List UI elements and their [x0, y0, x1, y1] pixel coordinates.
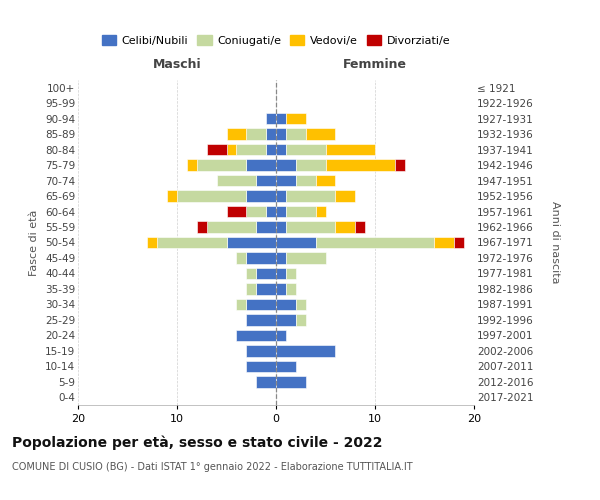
Bar — [197, 221, 206, 233]
Bar — [316, 236, 434, 248]
Text: COMUNE DI CUSIO (BG) - Dati ISTAT 1° gennaio 2022 - Elaborazione TUTTITALIA.IT: COMUNE DI CUSIO (BG) - Dati ISTAT 1° gen… — [12, 462, 413, 472]
Bar — [276, 298, 296, 310]
Bar — [247, 360, 276, 372]
Bar — [286, 283, 296, 294]
Bar — [276, 376, 306, 388]
Bar — [266, 206, 276, 218]
Bar — [266, 128, 276, 140]
Bar — [454, 236, 464, 248]
Bar — [266, 144, 276, 156]
Bar — [236, 298, 247, 310]
Bar — [306, 128, 335, 140]
Bar — [276, 252, 286, 264]
Bar — [206, 221, 256, 233]
Text: Femmine: Femmine — [343, 58, 407, 70]
Y-axis label: Anni di nascita: Anni di nascita — [550, 201, 560, 284]
Bar — [236, 252, 247, 264]
Bar — [247, 252, 276, 264]
Bar — [227, 236, 276, 248]
Bar — [256, 175, 276, 186]
Text: Popolazione per età, sesso e stato civile - 2022: Popolazione per età, sesso e stato civil… — [12, 435, 383, 450]
Bar — [197, 160, 247, 171]
Bar — [276, 221, 286, 233]
Bar — [256, 221, 276, 233]
Bar — [296, 314, 306, 326]
Bar — [236, 144, 266, 156]
Y-axis label: Fasce di età: Fasce di età — [29, 210, 40, 276]
Bar — [177, 190, 247, 202]
Bar — [247, 298, 276, 310]
Bar — [335, 190, 355, 202]
Bar — [286, 113, 306, 124]
Bar — [256, 283, 276, 294]
Bar — [325, 144, 375, 156]
Bar — [286, 206, 316, 218]
Bar — [247, 160, 276, 171]
Bar — [286, 144, 325, 156]
Bar — [256, 268, 276, 280]
Bar — [276, 175, 296, 186]
Bar — [286, 190, 335, 202]
Bar — [276, 128, 286, 140]
Bar — [236, 330, 276, 341]
Bar — [276, 144, 286, 156]
Bar — [256, 376, 276, 388]
Bar — [276, 283, 286, 294]
Bar — [247, 345, 276, 356]
Bar — [246, 283, 256, 294]
Bar — [276, 360, 296, 372]
Bar — [206, 144, 227, 156]
Bar — [276, 160, 296, 171]
Bar — [227, 206, 247, 218]
Bar — [276, 236, 316, 248]
Bar — [187, 160, 197, 171]
Bar — [286, 268, 296, 280]
Bar — [276, 113, 286, 124]
Bar — [316, 206, 325, 218]
Bar — [335, 221, 355, 233]
Bar — [148, 236, 157, 248]
Bar — [355, 221, 365, 233]
Bar — [286, 128, 306, 140]
Bar — [246, 268, 256, 280]
Bar — [276, 330, 286, 341]
Bar — [276, 345, 335, 356]
Bar — [157, 236, 227, 248]
Bar — [286, 252, 325, 264]
Bar — [276, 314, 296, 326]
Bar — [296, 160, 325, 171]
Bar — [247, 128, 266, 140]
Bar — [296, 298, 306, 310]
Bar — [266, 113, 276, 124]
Bar — [276, 206, 286, 218]
Bar — [296, 175, 316, 186]
Bar — [247, 314, 276, 326]
Bar — [167, 190, 177, 202]
Legend: Celibi/Nubili, Coniugati/e, Vedovi/e, Divorziati/e: Celibi/Nubili, Coniugati/e, Vedovi/e, Di… — [97, 30, 455, 50]
Bar — [434, 236, 454, 248]
Text: Maschi: Maschi — [152, 58, 202, 70]
Bar — [276, 268, 286, 280]
Bar — [217, 175, 256, 186]
Bar — [286, 221, 335, 233]
Bar — [276, 190, 286, 202]
Bar — [325, 160, 395, 171]
Bar — [227, 128, 247, 140]
Bar — [316, 175, 335, 186]
Bar — [227, 144, 236, 156]
Bar — [247, 206, 266, 218]
Bar — [247, 190, 276, 202]
Bar — [395, 160, 404, 171]
